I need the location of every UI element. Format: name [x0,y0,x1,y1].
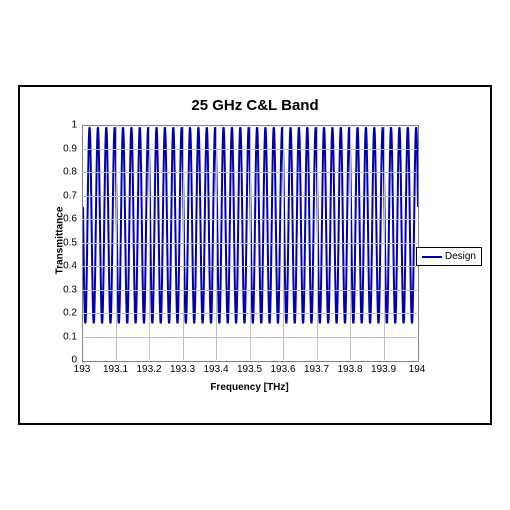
gridline-h [82,172,417,173]
chart-frame: 25 GHz C&L Band Transmittance Frequency … [18,85,492,425]
series-line [83,126,418,361]
gridline-h [82,219,417,220]
gridline-h [82,196,417,197]
y-tick-label: 0.3 [57,284,77,295]
y-tick-label: 0.5 [57,237,77,248]
y-tick-label: 0.1 [57,331,77,342]
x-tick-label: 193.7 [304,364,329,375]
gridline-h [82,313,417,314]
y-tick-label: 1 [57,120,77,131]
gridline-h [82,290,417,291]
legend-label: Design [445,251,476,262]
gridline-h [82,243,417,244]
x-tick-label: 193.6 [270,364,295,375]
x-tick-label: 193.5 [237,364,262,375]
gridline-h [82,337,417,338]
y-tick-label: 0.8 [57,167,77,178]
x-tick-label: 193.3 [170,364,195,375]
x-tick-label: 193.8 [337,364,362,375]
y-tick-label: 0.7 [57,190,77,201]
x-tick-label: 193 [74,364,91,375]
y-tick-label: 0 [57,355,77,366]
x-tick-label: 193.9 [371,364,396,375]
x-axis-label: Frequency [THz] [82,382,417,393]
x-tick-label: 193.2 [136,364,161,375]
legend: Design [416,247,482,266]
legend-swatch [422,256,442,258]
x-tick-label: 194 [409,364,426,375]
y-tick-label: 0.9 [57,143,77,154]
y-tick-label: 0.6 [57,214,77,225]
y-tick-label: 0.2 [57,308,77,319]
chart-title: 25 GHz C&L Band [20,97,490,114]
y-tick-label: 0.4 [57,261,77,272]
gridline-h [82,266,417,267]
x-tick-label: 193.4 [203,364,228,375]
plot-area [82,125,419,362]
gridline-h [82,149,417,150]
x-tick-label: 193.1 [103,364,128,375]
